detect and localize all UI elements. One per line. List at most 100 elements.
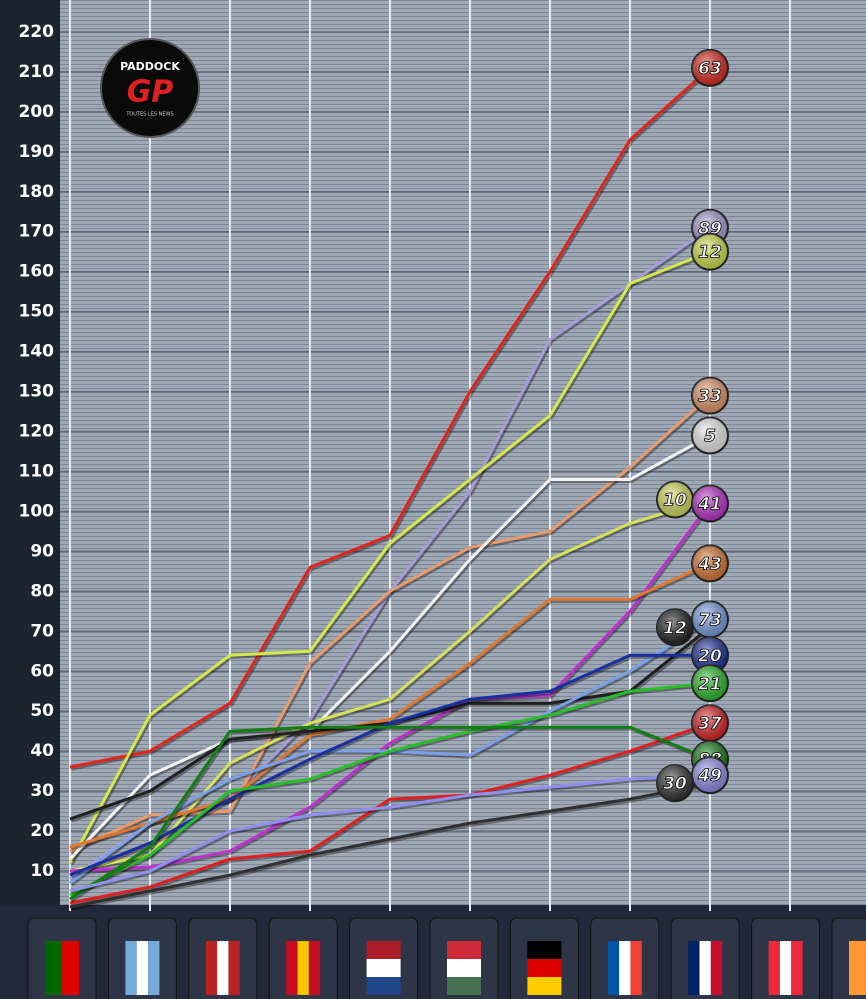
legend-label: 30 — [663, 774, 687, 794]
y-tick-label: 110 — [19, 461, 55, 481]
series-line — [69, 562, 711, 849]
series-line — [69, 653, 710, 877]
flag-stripe — [447, 941, 481, 959]
series-line-shadow — [70, 654, 712, 879]
y-tick-label: 60 — [30, 661, 54, 681]
y-tick-label: 190 — [19, 142, 55, 162]
flag-stripe — [527, 959, 562, 977]
series-line — [69, 498, 711, 873]
y-tick-label: 150 — [19, 302, 55, 322]
series-line-shadow — [69, 251, 713, 866]
legend-label: 12 — [698, 243, 722, 263]
flag-stripe — [297, 941, 309, 995]
legend-label: 37 — [698, 714, 722, 734]
logo-disc — [100, 38, 200, 138]
series-line-shadow — [70, 627, 713, 823]
legend-label: 73 — [698, 610, 722, 630]
series-line-shadow — [70, 726, 713, 903]
series-line — [69, 502, 712, 873]
legend-label: 49 — [697, 766, 722, 786]
legend-label: 20 — [698, 646, 722, 666]
flag-stripe — [45, 941, 62, 995]
flag-stripe — [710, 941, 723, 995]
badge-shine — [692, 485, 728, 522]
series-line — [68, 250, 711, 864]
logo-tagline: TOUTES LES NEWS — [125, 112, 173, 118]
y-tick-label: 140 — [19, 342, 55, 362]
lines — [68, 66, 714, 911]
badge-shine — [692, 757, 728, 794]
logo-brand: GP — [127, 75, 174, 110]
flag-stripe — [286, 941, 298, 995]
flag-stripe — [148, 941, 160, 995]
legend-label: 10 — [663, 490, 687, 510]
badge-shine — [692, 233, 728, 270]
badge-shine — [692, 417, 728, 454]
flag-stripe — [205, 941, 218, 995]
badge-shine — [692, 545, 728, 582]
badge-shine — [657, 481, 693, 518]
flag-stripe — [125, 941, 137, 995]
series-line-shadow — [71, 503, 714, 875]
y-tick-label: 220 — [19, 22, 55, 42]
flag-stripe — [366, 959, 401, 977]
y-axis-panel — [0, 0, 60, 912]
y-tick-label: 70 — [30, 621, 54, 641]
legend-label: 33 — [698, 387, 722, 407]
series-line-shadow — [70, 227, 713, 883]
flag-stripe — [447, 959, 481, 977]
badge-shine — [692, 601, 728, 638]
series-line — [69, 781, 711, 909]
y-tick-label: 90 — [30, 541, 54, 561]
series-line — [69, 721, 711, 905]
grid: 10 20 30 40 50 60 70 80 90 100 110 120 130 140 150 160 1… — [19, 0, 866, 911]
legend-label: 12 — [663, 618, 687, 638]
series-line-shadow — [70, 682, 712, 899]
y-tick-label: 200 — [19, 102, 55, 122]
flag-stripe — [619, 941, 631, 995]
series-line — [69, 66, 712, 769]
series-line — [69, 725, 711, 901]
series-line — [69, 773, 711, 893]
series-line-shadow — [71, 67, 713, 771]
flag-stripe — [366, 941, 401, 959]
y-tick-label: 170 — [19, 222, 55, 242]
badges: 6389123351041431273202137884930 — [656, 48, 729, 803]
y-tick-label: 40 — [30, 741, 54, 761]
flags — [27, 917, 866, 999]
y-tick-label: 30 — [30, 781, 54, 801]
badge-shine — [692, 705, 728, 742]
flag-stripe — [527, 941, 562, 959]
y-tick-label: 20 — [30, 821, 54, 841]
series-line-shadow — [70, 435, 713, 862]
flag-stripe — [791, 941, 803, 995]
badge-shine — [657, 765, 693, 802]
y-tick-label: 130 — [19, 382, 55, 402]
flag-stripe — [699, 941, 711, 995]
flag-stripe — [779, 941, 792, 995]
badge-shine — [692, 665, 728, 702]
series-line — [69, 681, 711, 897]
flag-stripe — [768, 941, 780, 995]
flag-stripe — [607, 941, 620, 995]
y-tick-label: 50 — [30, 701, 54, 721]
y-tick-label: 80 — [30, 581, 54, 601]
flag-stripe — [447, 977, 481, 995]
series-line-shadow — [71, 782, 712, 911]
y-tick-label: 160 — [19, 262, 55, 282]
badge-shine — [692, 377, 728, 414]
y-tick-label: 100 — [19, 501, 55, 521]
legend-label: 41 — [697, 494, 722, 514]
flag-stripe — [217, 941, 229, 995]
flag-stripe — [849, 941, 866, 995]
badge-shine — [692, 49, 728, 86]
y-tick-label: 180 — [19, 182, 55, 202]
flag-stripe — [62, 941, 79, 995]
badge-shine — [692, 637, 728, 674]
flag-stripe — [688, 941, 700, 995]
flag-stripe — [630, 941, 642, 995]
legend-label: 5 — [704, 427, 716, 447]
flag-stripe — [527, 977, 562, 995]
series-line — [68, 434, 711, 861]
